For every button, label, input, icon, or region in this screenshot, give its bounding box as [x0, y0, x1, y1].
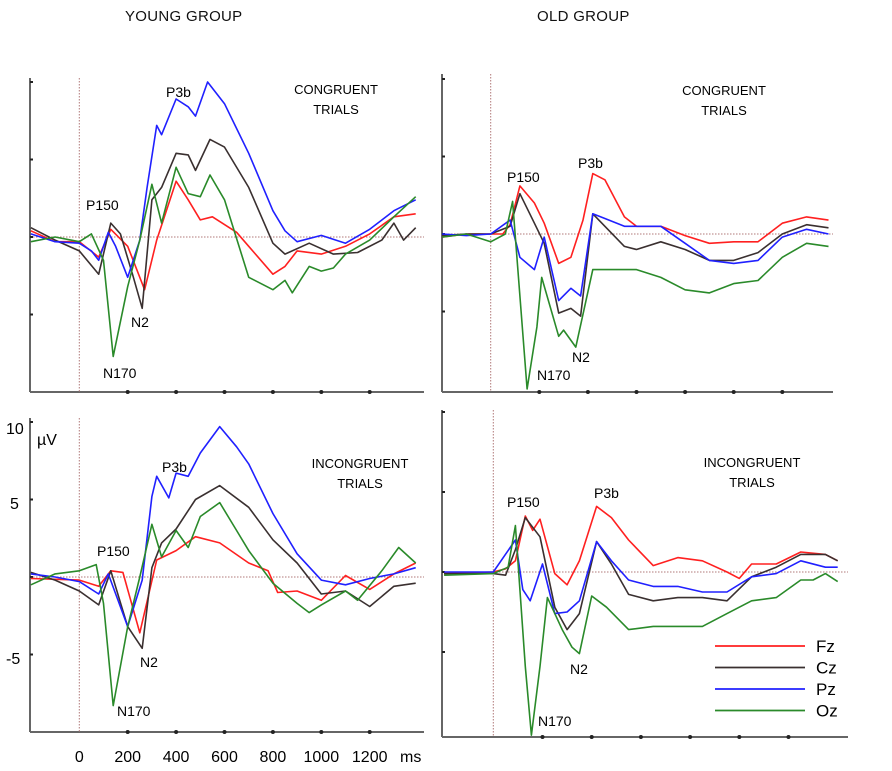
panel-young-incongruent: P150 N2 N170 P3b INCONGRUENT TRIALS — [29, 418, 424, 734]
x-unit-label: ms — [400, 749, 421, 766]
x-tick-label: 400 — [163, 749, 190, 766]
condition-label: TRIALS — [313, 102, 359, 117]
component-label-p3b: P3b — [594, 485, 619, 501]
x-tick-mark — [125, 390, 130, 394]
component-label-p150: P150 — [97, 543, 130, 559]
waveform-oz — [444, 524, 839, 737]
condition-label: CONGRUENT — [682, 83, 766, 98]
waveform-cz — [30, 484, 416, 650]
waveform-pz — [30, 81, 417, 279]
x-tick-mark — [319, 730, 324, 734]
title-young-group: YOUNG GROUP — [125, 8, 243, 25]
x-tick-mark — [270, 390, 275, 394]
x-tick-mark — [174, 390, 179, 394]
x-tick-mark — [540, 735, 545, 739]
component-label-n2: N2 — [572, 349, 590, 365]
y-tick-label: 5 — [10, 496, 19, 513]
condition-label: INCONGRUENT — [312, 456, 409, 471]
y-tick-label: 10 — [6, 421, 24, 438]
legend-label-oz: Oz — [816, 702, 838, 721]
x-tick-mark — [367, 390, 372, 394]
component-label-p3b: P3b — [162, 459, 187, 475]
legend-label-fz: Fz — [816, 637, 835, 656]
x-tick-mark — [737, 735, 742, 739]
legend: Fz Cz Pz Oz — [715, 637, 838, 721]
y-unit-label: µV — [37, 432, 57, 449]
x-tick-mark — [780, 390, 785, 394]
waveform-pz — [30, 425, 416, 628]
x-tick-mark — [270, 730, 275, 734]
component-label-n2: N2 — [140, 654, 158, 670]
component-label-n170: N170 — [537, 367, 571, 383]
x-tick-mark — [367, 730, 372, 734]
x-tick-mark — [125, 730, 130, 734]
x-tick-label: 0 — [75, 749, 84, 766]
component-label-n170: N170 — [538, 713, 572, 729]
component-label-n2: N2 — [131, 314, 149, 330]
legend-label-cz: Cz — [816, 659, 837, 678]
waveform-cz — [444, 516, 839, 631]
condition-label: TRIALS — [337, 476, 383, 491]
condition-label: TRIALS — [729, 475, 775, 490]
waveform-oz — [441, 200, 829, 390]
waveform-cz — [30, 138, 417, 310]
x-tick-mark — [688, 735, 693, 739]
x-tick-mark — [537, 390, 542, 394]
component-label-p3b: P3b — [578, 155, 603, 171]
condition-label: INCONGRUENT — [704, 455, 801, 470]
waveform-pz — [442, 213, 829, 302]
x-tick-label: 200 — [114, 749, 141, 766]
component-label-p150: P150 — [86, 197, 119, 213]
x-tick-mark — [589, 735, 594, 739]
x-tick-mark — [319, 390, 324, 394]
title-old-group: OLD GROUP — [537, 8, 630, 25]
waveform-oz — [30, 166, 417, 358]
panel-old-incongruent: P150 P3b N2 N170 INCONGRUENT TRIALS — [441, 410, 848, 739]
x-tick-mark — [634, 390, 639, 394]
component-label-p150: P150 — [507, 169, 540, 185]
waveform-cz — [442, 192, 829, 317]
legend-label-pz: Pz — [816, 680, 836, 699]
x-tick-mark — [174, 730, 179, 734]
waveform-oz — [30, 501, 417, 707]
waveform-fz — [30, 535, 417, 634]
component-label-p3b: P3b — [166, 84, 191, 100]
x-tick-label: 1200 — [352, 749, 388, 766]
component-label-n170: N170 — [103, 365, 137, 381]
panel-young-congruent: P150 N2 N170 P3b CONGRUENT TRIALS — [29, 78, 424, 394]
x-tick-mark — [585, 390, 590, 394]
x-tick-mark — [786, 735, 791, 739]
component-label-n2: N2 — [570, 661, 588, 677]
x-tick-label: 800 — [260, 749, 287, 766]
component-label-p150: P150 — [507, 494, 540, 510]
component-label-n170: N170 — [117, 703, 151, 719]
x-tick-mark — [222, 730, 227, 734]
waveform-pz — [444, 539, 838, 615]
condition-label: TRIALS — [701, 103, 747, 118]
x-tick-mark — [731, 390, 736, 394]
x-tick-mark — [683, 390, 688, 394]
x-tick-label: 600 — [211, 749, 238, 766]
x-tick-mark — [638, 735, 643, 739]
y-tick-label: -5 — [6, 651, 20, 668]
x-tick-mark — [222, 390, 227, 394]
condition-label: CONGRUENT — [294, 82, 378, 97]
x-tick-label: 1000 — [304, 749, 340, 766]
